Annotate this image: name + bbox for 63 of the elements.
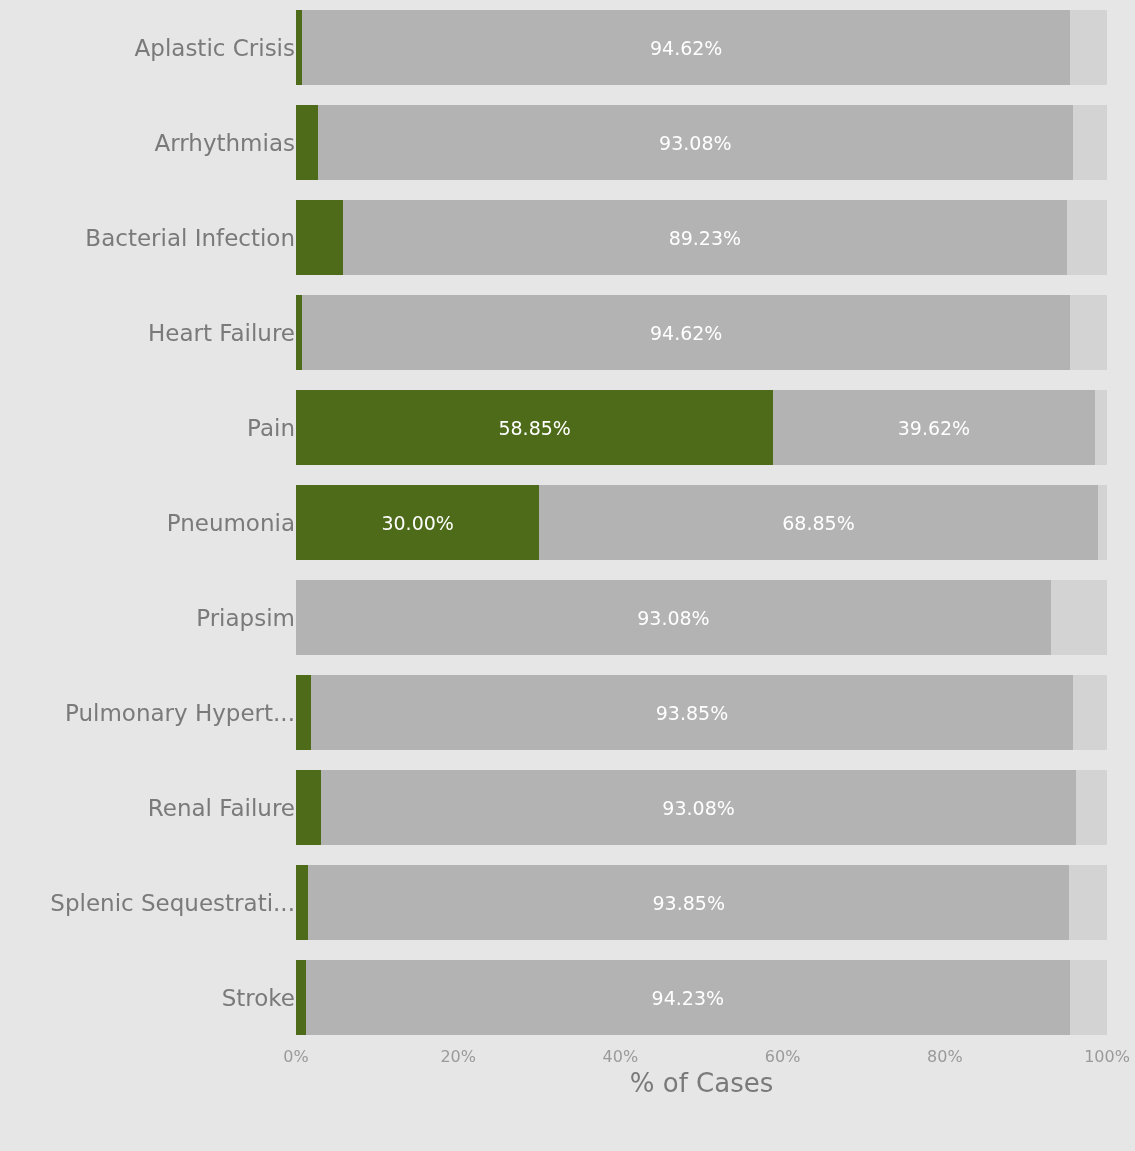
bar: [296, 485, 540, 560]
x-tick-label: 80%: [927, 1047, 963, 1066]
data-label: 93.85%: [652, 891, 725, 914]
y-tick-label: Pulmonary Hypert...: [64, 699, 295, 726]
y-tick-label: Pneumonia: [166, 509, 295, 536]
data-label: 93.08%: [659, 131, 732, 154]
bar: [1069, 10, 1107, 85]
x-tick-label: 0%: [283, 1047, 309, 1066]
data-label: 39.62%: [897, 416, 971, 439]
bar: [296, 295, 303, 370]
bar: [296, 770, 322, 845]
y-tick-label: Renal Failure: [147, 794, 295, 821]
x-tick-label: 40%: [602, 1047, 639, 1066]
y-tick-label: Priapsim: [196, 604, 295, 631]
y-tick-label: Splenic Sequestrati...: [50, 889, 295, 916]
x-axis-title: % of Cases: [629, 1067, 774, 1098]
bar: [296, 580, 1051, 655]
bar: [302, 10, 1070, 85]
y-tick-label: Stroke: [221, 984, 295, 1011]
bar: [296, 960, 306, 1035]
bar: [296, 390, 774, 465]
y-tick-label: Heart Failure: [148, 319, 295, 346]
y-tick-label: Bacterial Infection: [85, 224, 295, 251]
data-label: 94.62%: [649, 36, 723, 59]
data-label: 89.23%: [668, 226, 742, 249]
bar: [296, 10, 303, 85]
bar: [305, 960, 1070, 1035]
bar: [296, 105, 318, 180]
bar: [1076, 770, 1107, 845]
x-tick-label: 20%: [440, 1047, 476, 1066]
bar: [1050, 580, 1107, 655]
bar: [773, 390, 1095, 465]
bar: [1069, 295, 1107, 370]
bar: [296, 675, 312, 750]
bar: [311, 675, 1073, 750]
bar: [1069, 865, 1107, 940]
x-tick-label: 60%: [764, 1047, 801, 1066]
bar: [302, 295, 1070, 370]
data-label: 68.85%: [782, 511, 855, 534]
bar: [539, 485, 1098, 560]
bar: [321, 770, 1077, 845]
bar: [308, 865, 1070, 940]
data-label: 58.85%: [498, 416, 571, 439]
bar: [1069, 960, 1107, 1035]
bar: [1072, 675, 1107, 750]
y-tick-label: Aplastic Crisis: [134, 34, 295, 61]
data-label: 94.23%: [651, 986, 725, 1009]
bar: [1072, 105, 1107, 180]
bar: [317, 105, 1073, 180]
bar: [296, 865, 309, 940]
bar: [296, 200, 344, 275]
bar: [1094, 390, 1107, 465]
bar: [343, 200, 1067, 275]
bar: [1097, 485, 1107, 560]
y-tick-label: Pain: [247, 414, 295, 441]
data-label: 93.08%: [637, 606, 710, 629]
bar: [1066, 200, 1107, 275]
data-label: 93.85%: [655, 701, 729, 724]
data-label: 93.08%: [662, 796, 735, 819]
data-label: 30.00%: [381, 511, 454, 534]
data-label: 94.62%: [649, 321, 723, 344]
x-tick-label: 100%: [1084, 1047, 1130, 1066]
y-tick-label: Arrhythmias: [154, 129, 295, 156]
